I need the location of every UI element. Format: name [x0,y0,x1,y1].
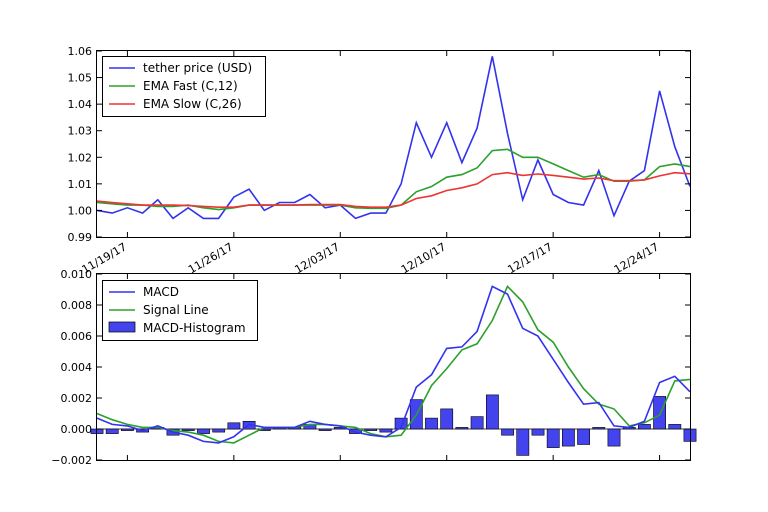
price-y-tick-label: 1.01 [68,178,93,191]
macd-histogram-bar [455,427,469,430]
price-panel: 0.991.001.011.021.031.041.051.06 11/19/1… [68,45,691,276]
macd-histogram-bar [561,428,575,447]
macd-histogram-bar [516,428,530,456]
price-x-tick-label: 11/26/17 [186,240,235,276]
price-x-tick-label: 12/03/17 [292,240,341,276]
price-x-tick-label: 12/24/17 [612,240,661,276]
macd-y-tick-label: 0.010 [61,268,93,281]
macd-histogram-bar [592,427,606,430]
macd-histogram-bar [485,394,499,430]
macd-histogram-bar [668,424,682,430]
macd-plot-area [90,285,697,456]
macd-y-tick-label: 0.002 [61,392,93,405]
macd-y-tick-label: 0.006 [61,330,93,343]
price-y-tick-label: 1.00 [68,204,93,217]
macd-histogram-bar [546,428,560,448]
macd-histogram-bar [212,428,226,433]
macd-histogram-bar [637,424,651,430]
legend-label-ema-slow: EMA Slow (C,26) [143,97,242,111]
macd-histogram-bar [440,408,454,430]
series-line-ema-slow-c-26 [96,171,691,208]
price-y-tick-label: 1.04 [68,98,93,111]
price-y-tick-label: 1.05 [68,72,93,85]
macd-y-tick-label: 0.004 [61,361,93,374]
macd-histogram-bar [318,428,332,431]
price-y-tick-label: 1.03 [68,125,93,138]
series-line-tether-price-usd [96,56,691,220]
macd-histogram-bar [364,428,378,431]
macd-histogram-bar [577,428,590,445]
price-y-tick-label: 1.06 [68,45,93,58]
macd-histogram-bar [379,428,393,433]
macd-histogram-bar [531,428,545,436]
macd-panel: −0.002 0.000 0.002 0.004 0.006 0.008 0.010 MAC… [51,268,697,467]
price-y-tick-label: 1.02 [68,151,93,164]
macd-y-tick-label: 0.008 [61,299,93,312]
macd-histogram-bar [607,428,621,447]
macd-histogram-bar [394,417,408,430]
macd-histogram-bar [121,428,134,431]
macd-histogram-bar [181,428,195,431]
macd-legend: MACD Signal Line MACD-Histogram [102,280,258,341]
macd-histogram-bar [425,417,438,430]
macd-histogram-bar [653,396,666,430]
price-x-tick-label: 12/17/17 [505,240,554,276]
macd-histogram-bar [501,428,514,436]
price-plot-area [96,56,691,220]
macd-y-tick-label: 0.000 [61,423,93,436]
series-line-macd [96,285,691,444]
legend-label-macd-histogram: MACD-Histogram [143,321,246,335]
macd-y-tick-label: −0.002 [51,454,92,467]
macd-histogram-bar [197,428,210,434]
macd-plot-frame [96,273,691,461]
legend-label-signal-line: Signal Line [143,303,209,317]
series-line-signal-line [96,285,691,444]
macd-histogram-bar [470,416,484,430]
price-y-tick-label: 0.99 [68,231,93,244]
price-legend: tether price (USD) EMA Fast (C,12) EMA S… [102,56,266,117]
legend-label-macd: MACD [143,285,179,299]
macd-y-axis: −0.002 0.000 0.002 0.004 0.006 0.008 0.010 [51,268,690,467]
legend-swatch-macd-histogram [108,321,136,333]
macd-histogram-bar [105,428,119,434]
price-x-tick-label: 12/10/17 [399,240,448,276]
legend-label-ema-fast: EMA Fast (C,12) [143,79,238,93]
legend-label-tether-price: tether price (USD) [143,61,252,75]
price-plot-frame [96,50,691,238]
macd-histogram-bar [227,422,241,430]
price-y-axis: 0.99 1.00 1.01 1.02 1.03 1.04 1.05 1.06 [68,45,690,244]
